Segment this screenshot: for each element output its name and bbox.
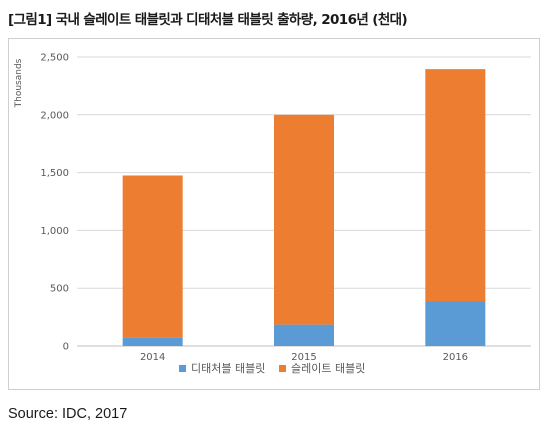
- bars: [122, 69, 486, 346]
- y-tick-label: 1,000: [40, 226, 69, 237]
- source-note: Source: IDC, 2017: [8, 406, 128, 422]
- legend-label: 슬레이트 태블릿: [291, 362, 365, 375]
- x-tick-label: 2016: [443, 352, 468, 363]
- y-axis-tick-labels: 0 500 1,000 1,500 2,000 2,500: [40, 53, 69, 353]
- bar-segment: [274, 114, 334, 325]
- bar-segment: [122, 337, 183, 346]
- legend-swatch: [179, 365, 186, 372]
- x-tick-label: 2015: [291, 352, 316, 363]
- x-tick-label: 2014: [140, 352, 165, 363]
- legend-swatch: [279, 365, 286, 372]
- y-tick-label: 2,500: [40, 53, 69, 64]
- legend-label: 디태처블 태블릿: [191, 362, 265, 375]
- bar-segment: [122, 175, 183, 338]
- bar-segment: [425, 69, 486, 302]
- y-tick-label: 2,000: [40, 110, 69, 121]
- y-tick-label: 1,500: [40, 168, 69, 179]
- y-tick-label: 500: [50, 284, 69, 295]
- x-axis-tick-labels: 2014 2015 2016: [140, 352, 468, 363]
- stacked-bar-chart: 0 500 1,000 1,500 2,000 2,500 2014 2015 2016 Th…: [14, 53, 531, 375]
- page-title: [그림1] 국내 슬레이트 태블릿과 디태처블 태블릿 출하량, 2016년 (…: [8, 12, 408, 28]
- bar-segment: [425, 301, 486, 346]
- legend: 디태처블 태블릿 슬레이트 태블릿: [179, 362, 365, 375]
- y-axis-title: Thousands: [14, 58, 24, 108]
- y-tick-label: 0: [63, 342, 69, 353]
- bar-segment: [274, 324, 334, 346]
- chart-frame: 0 500 1,000 1,500 2,000 2,500 2014 2015 2016 Th…: [8, 38, 540, 390]
